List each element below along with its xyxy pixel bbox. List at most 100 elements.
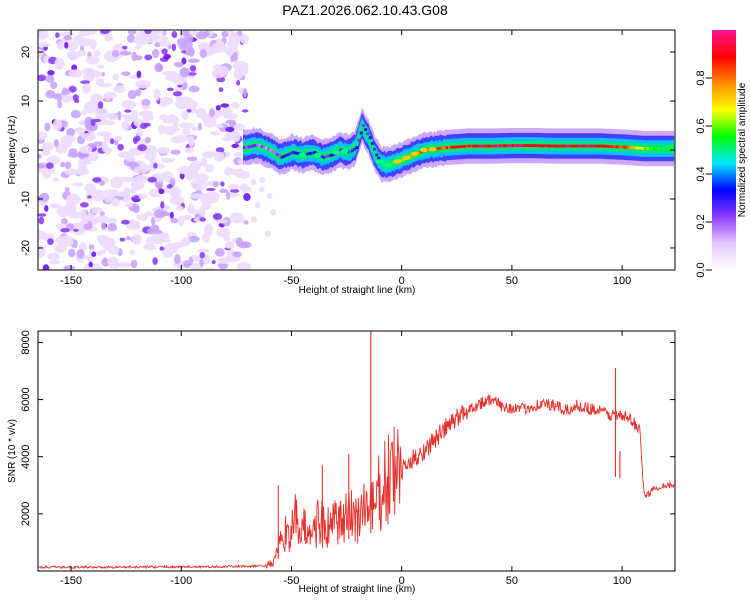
noise-blob [44,205,49,212]
x-tick-label: 0 [399,275,405,287]
noise-blob [38,230,47,240]
signal-hotspot [410,151,419,157]
y-tick-label: -20 [20,240,32,256]
signal-track-core [600,144,603,148]
signal-track-core [260,145,264,149]
noise-blob [266,193,273,199]
noise-blob [45,162,54,169]
y-tick-label: 0 [20,147,32,153]
noise-blob [170,217,179,224]
noise-blob [52,119,63,131]
noise-blob [144,54,153,61]
noise-blob [159,246,165,251]
noise-blob [136,126,143,138]
signal-track-core [461,145,465,148]
noise-blob [152,48,160,59]
noise-blob [121,120,129,131]
noise-blob [104,147,112,155]
signal-track-core [648,147,652,150]
spectrogram-x-axis-label: Height of straight line (km) [299,285,416,296]
noise-blob [169,211,174,219]
noise-blob [47,252,60,260]
noise-blob [64,161,72,170]
signal-track-core [661,147,665,150]
noise-blob [87,195,92,199]
noise-blob [169,196,185,205]
noise-blob [239,183,249,192]
x-tick-label: -100 [170,275,192,287]
signal-track-core [597,144,601,148]
signal-hotspot [340,149,349,154]
noise-blob [188,256,193,266]
signal-track-core [324,155,328,159]
noise-blob [241,109,249,113]
noise-blob [85,30,97,35]
signal-track-core [267,147,271,151]
noise-blob [220,181,225,187]
signal-track-core [392,161,396,165]
signal-track-core [243,146,246,149]
noise-region [38,30,276,270]
noise-blob [63,35,72,41]
noise-blob [187,72,197,76]
colorbar-tick-label: 0.2 [695,214,707,229]
signal-track-core [615,145,619,149]
x-tick-label: -50 [284,275,300,287]
signal-hotspot [402,155,411,160]
noise-blob [127,152,135,160]
y-tick-label: 8000 [20,330,32,354]
snr-y-ticks: 2000 4000 6000 8000 [20,330,675,526]
noise-blob [42,264,50,270]
signal-track-core [670,147,674,150]
noise-blob [97,114,107,120]
noise-blob [215,147,225,153]
signal-track-core [364,128,368,131]
noise-blob [212,181,219,188]
signal-track-core [485,144,489,148]
noise-blob [231,101,240,109]
noise-blob [229,188,240,193]
signal-track-core [500,144,504,148]
signal-track-core [487,144,491,148]
noise-blob [258,186,265,193]
signal-track-core [613,145,617,149]
noise-blob [209,108,215,118]
signal-hotspot [331,150,340,155]
signal-track-core [511,144,515,147]
noise-blob [97,82,113,88]
noise-blob [224,241,235,249]
noise-blob [78,145,93,154]
noise-blob [238,170,250,179]
noise-blob [58,93,73,103]
noise-blob [178,122,194,129]
signal-track-core [622,145,625,149]
signal-track-core [545,144,548,148]
colorbar-gradient [712,30,736,270]
signal-track-core [580,144,584,148]
noise-blob [72,94,79,102]
noise-blob [97,101,104,109]
signal-track-core [289,152,293,155]
noise-blob [212,73,224,79]
signal-track-core [251,144,255,148]
signal-track-core [463,145,467,148]
noise-blob [243,193,251,201]
noise-blob [46,155,61,165]
noise-blob [188,85,200,93]
noise-blob [124,109,132,113]
signal-track-core [644,147,647,150]
noise-blob [163,253,174,258]
noise-blob [160,201,165,209]
spectrogram-x-ticks: -150 -100 -50 0 50 100 [60,30,631,287]
noise-blob [227,183,240,190]
x-tick-label: -100 [170,575,192,587]
y-tick-label: 4000 [20,444,32,468]
signal-track-core [626,146,630,149]
noise-blob [117,143,124,151]
signal-track-core [467,144,471,148]
noise-blob [106,112,119,121]
noise-blob [67,203,77,215]
noise-blob [166,87,174,92]
noise-blob [155,30,165,35]
